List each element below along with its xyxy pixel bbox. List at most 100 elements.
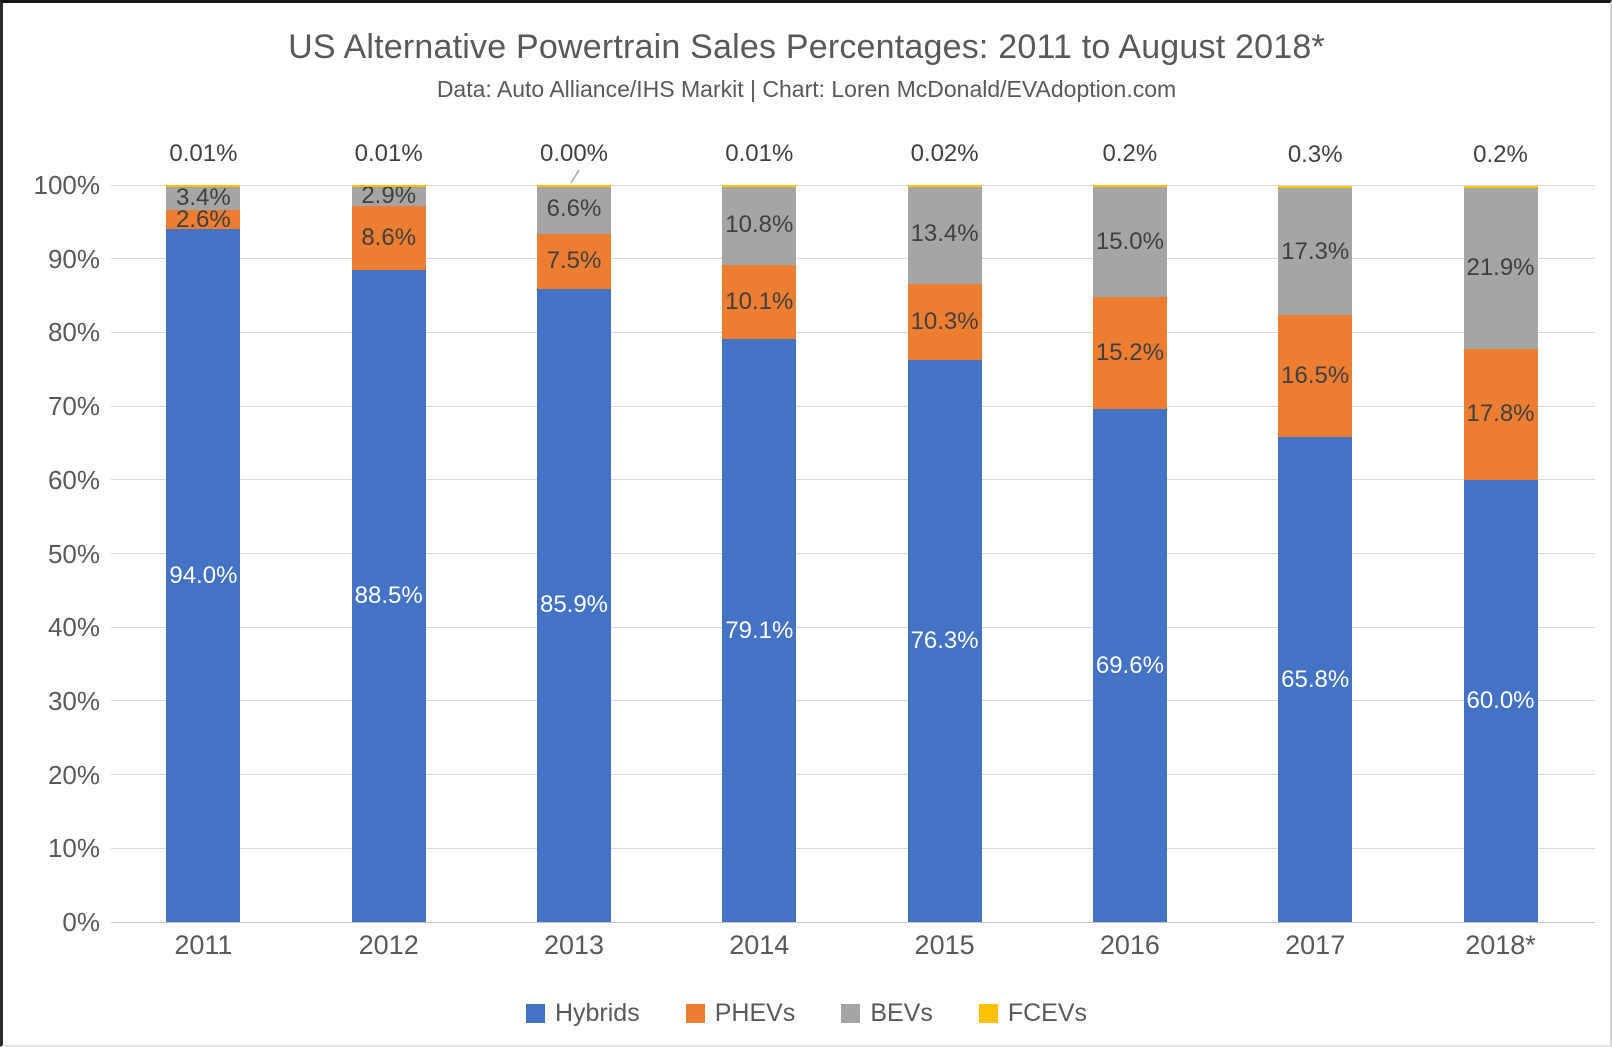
y-tick-label: 30% [47,685,100,716]
segment-label-phevs: 10.3% [910,307,979,335]
segment-label-hybrids: 69.6% [1095,651,1164,679]
segment-label-fcevs: 0.00% [539,140,609,167]
bar-segment-hybrids [907,359,982,922]
x-category-label: 2011 [174,930,233,960]
segment-label-hybrids: 88.5% [354,581,423,609]
legend-label: Hybrids [554,999,640,1027]
bar-segment-hybrids [1092,409,1167,922]
segment-label-phevs: 2.6% [176,205,231,233]
legend-item-hybrids: Hybrids [525,998,640,1028]
segment-label-fcevs: 0.01% [169,139,238,167]
segment-label-hybrids: 65.8% [1281,665,1350,693]
bar-segment-hybrids [537,288,611,922]
segment-label-bevs: 2.9% [361,181,417,209]
bar-segment-hybrids [1463,479,1538,922]
x-category-label: 2016 [1099,930,1160,960]
chart-subtitle: Data: Auto Alliance/IHS Markit | Chart: … [436,76,1177,102]
x-category-label: 2013 [543,930,605,960]
legend-label: BEVs [870,999,933,1027]
bar-segment-bevs [907,185,982,284]
bar-segment-phevs [1278,315,1353,438]
gridline [111,553,1595,554]
bar-segment-hybrids [166,229,241,922]
segment-label-fcevs: 0.2% [1102,140,1158,167]
bar-segment-phevs [537,233,611,289]
segment-label-hybrids: 85.9% [539,591,609,619]
segment-label-phevs: 16.5% [1281,362,1350,390]
segment-label-hybrids: 94.0% [169,561,238,589]
bar-segment-phevs [1463,348,1538,480]
bar-segment-bevs [1463,187,1538,349]
segment-label-hybrids: 76.3% [910,626,979,654]
legend-item-phevs: PHEVs [685,998,796,1028]
legend-item-fcevs: FCEVs [978,998,1088,1028]
segment-label-fcevs: 0.2% [1473,140,1528,168]
legend-swatch-icon [525,1003,545,1023]
segment-label-bevs: 17.3% [1281,237,1350,265]
bar-segment-phevs [351,206,426,270]
bar-segment-hybrids [351,269,426,922]
bar-segment-fcevs [907,184,982,187]
segment-label-bevs: 21.9% [1466,253,1535,281]
segment-label-fcevs: 0.01% [354,139,423,167]
gridline [111,921,1595,923]
bar-segment-fcevs [166,184,241,187]
segment-label-hybrids: 60.0% [1466,686,1535,714]
legend-swatch-icon [978,1003,998,1023]
bar-segment-fcevs [1463,185,1538,188]
segment-label-bevs: 3.4% [176,183,231,211]
gridline [111,479,1595,481]
bar-segment-bevs [351,185,426,207]
y-tick-label: 50% [47,538,100,569]
y-tick-label: 10% [47,833,100,864]
segment-label-fcevs: 0.01% [725,139,794,167]
gridline [111,184,1595,186]
bar-segment-hybrids [1278,437,1353,922]
bar-segment-phevs [722,264,797,340]
segment-label-phevs: 17.8% [1466,400,1535,428]
legend-label: PHEVs [714,999,796,1027]
y-tick-label: 100% [33,170,101,200]
y-tick-label: 0% [62,907,100,937]
bar-segment-fcevs [1092,185,1167,187]
legend-swatch-icon [841,1003,861,1023]
bar-segment-bevs [722,185,797,265]
bar-segment-phevs [907,283,982,360]
gridline [111,700,1595,702]
bar-segment-bevs [166,185,241,211]
x-category-label: 2018* [1465,930,1536,960]
segment-label-phevs: 8.6% [361,224,417,252]
gridline [111,258,1595,260]
bar-segment-phevs [166,210,241,230]
segment-label-fcevs: 0.02% [910,139,979,167]
y-tick-label: 80% [47,317,100,348]
bar-segment-bevs [1278,187,1353,316]
gridline [111,774,1595,776]
gridline [111,847,1595,849]
bar-segment-fcevs [537,185,611,187]
gridline [111,626,1595,628]
bar-segment-fcevs [722,184,797,187]
legend-label: FCEVs [1007,999,1088,1027]
x-category-label: 2014 [729,930,790,960]
legend-item-bevs: BEVs [841,998,933,1028]
segment-label-bevs: 15.0% [1095,227,1164,255]
x-category-label: 2017 [1285,930,1346,960]
gridline [111,331,1595,333]
segment-label-bevs: 6.6% [546,195,602,223]
legend: Hybrids PHEVs BEVs FCEVs [3,998,1610,1028]
segment-label-phevs: 7.5% [546,247,602,275]
segment-label-fcevs: 0.3% [1287,140,1343,168]
y-tick-label: 20% [47,759,100,790]
segment-label-phevs: 10.1% [725,287,794,315]
bar-segment-fcevs [351,184,426,187]
bar-segment-bevs [537,185,611,234]
gridline [111,405,1595,407]
segment-label-bevs: 10.8% [725,210,794,238]
bar-segment-fcevs [1278,185,1353,188]
y-tick-label: 60% [47,464,100,495]
segment-label-hybrids: 79.1% [725,616,794,644]
y-tick-label: 70% [47,391,100,422]
y-tick-label: 90% [47,243,100,274]
